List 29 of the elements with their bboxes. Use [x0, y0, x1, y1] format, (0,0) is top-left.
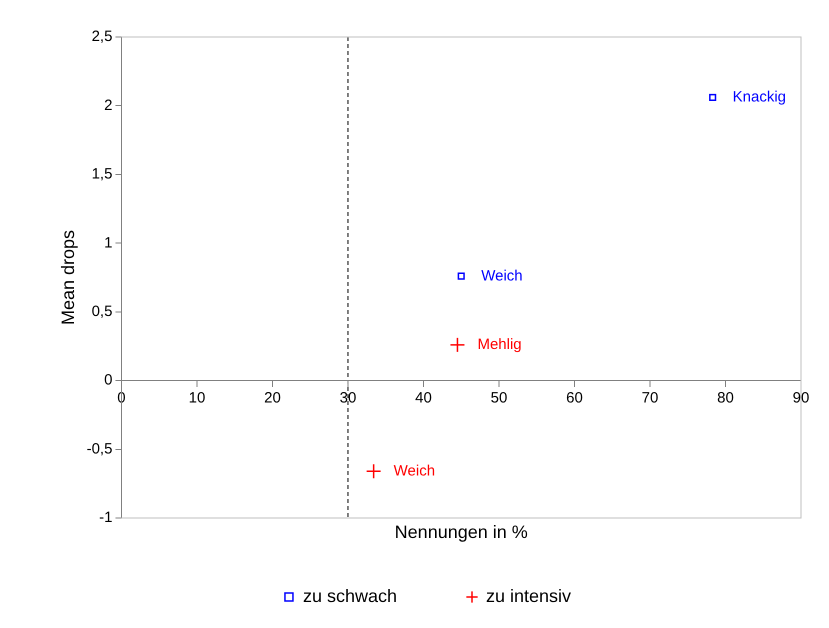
x-tick-label: 40: [415, 390, 432, 407]
point: [450, 337, 466, 353]
y-tick-label: 2: [104, 96, 112, 114]
point: [366, 464, 382, 480]
x-tick-label: 70: [642, 390, 658, 407]
point: [458, 272, 465, 280]
y-tick-label: 2,5: [92, 28, 112, 46]
y-tick-label: -1: [99, 509, 112, 526]
y-tick-label: 0,5: [92, 303, 112, 320]
y-tick-label: 0: [104, 372, 112, 389]
annotation: Mehlig: [477, 336, 522, 353]
annotation: Weich: [394, 462, 436, 480]
x-tick-label: 10: [188, 390, 206, 407]
x-tick-label: 30: [340, 390, 356, 407]
y-axis-title: Mean drops: [58, 230, 78, 326]
x-tick-label: 20: [264, 390, 281, 407]
x-tick-label: 60: [566, 390, 583, 407]
annotation: Knackig: [732, 88, 786, 106]
x-tick-label: 50: [490, 390, 508, 407]
annotation: Weich: [481, 267, 523, 284]
legend-label: zu schwach: [302, 586, 398, 606]
y-tick-label: -0,5: [86, 440, 112, 458]
y-tick-label: 1,5: [92, 166, 112, 183]
x-tick-label: 80: [717, 390, 734, 407]
legend-label: zu intensiv: [486, 586, 572, 606]
y-tick-label: 1: [104, 234, 112, 252]
point: [709, 94, 716, 102]
x-axis-title: Nennungen in %: [394, 522, 528, 542]
x-tick-label: 90: [792, 390, 810, 407]
